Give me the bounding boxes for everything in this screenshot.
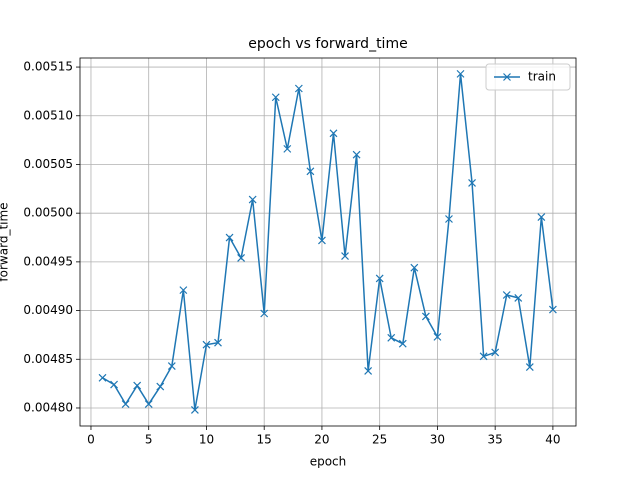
marker	[548, 305, 557, 314]
marker	[306, 167, 315, 176]
marker	[248, 195, 257, 204]
marker	[341, 252, 349, 260]
marker	[525, 363, 534, 371]
marker	[375, 274, 384, 283]
y-tick-label: 0.00510	[23, 108, 73, 122]
x-tick-label: 35	[488, 433, 503, 447]
plot-frame	[79, 57, 577, 427]
x-tick-label: 30	[430, 433, 445, 447]
marker	[491, 348, 500, 357]
marker	[364, 367, 373, 375]
legend-marker	[503, 73, 511, 81]
marker	[479, 352, 488, 361]
marker	[514, 293, 523, 302]
x-tick-label: 0	[87, 433, 95, 447]
marker	[387, 333, 396, 342]
marker	[421, 312, 430, 321]
marker	[283, 144, 292, 153]
y-tick-label: 0.00515	[23, 60, 73, 74]
y-tick-label: 0.00480	[23, 400, 73, 414]
y-tick-label: 0.00490	[23, 303, 73, 317]
marker	[456, 69, 465, 78]
marker	[271, 93, 280, 102]
marker	[133, 381, 142, 390]
x-tick-label: 40	[545, 433, 560, 447]
y-tick-label: 0.00505	[23, 157, 73, 171]
x-tick-label: 5	[145, 433, 153, 447]
marker	[214, 338, 222, 347]
marker	[98, 373, 107, 382]
legend-label: train	[528, 70, 556, 84]
line	[102, 73, 554, 411]
marker	[329, 129, 338, 138]
marker	[468, 179, 476, 187]
marker	[318, 236, 326, 245]
marker	[352, 150, 361, 159]
marker	[433, 332, 442, 341]
marker	[410, 263, 419, 272]
x-axis-label: epoch	[310, 455, 347, 469]
marker	[225, 233, 234, 242]
x-tick-label: 20	[314, 433, 329, 447]
marker	[260, 309, 269, 318]
marker	[167, 362, 176, 371]
marker	[237, 254, 246, 262]
marker	[144, 400, 153, 409]
y-tick-label: 0.00495	[23, 254, 73, 268]
marker	[110, 380, 118, 389]
y-tick-label: 0.00500	[23, 206, 73, 220]
chart-title: epoch vs forward_time	[248, 36, 407, 52]
marker	[121, 400, 130, 409]
marker	[190, 406, 199, 414]
y-axis-label: forward_time	[0, 202, 11, 281]
marker	[398, 339, 407, 348]
marker	[294, 84, 303, 93]
y-tick-label: 0.00485	[23, 352, 73, 366]
marker	[502, 291, 511, 299]
marker	[156, 382, 165, 391]
x-tick-label: 25	[372, 433, 387, 447]
legend-box	[485, 63, 571, 91]
x-tick-label: 15	[257, 433, 272, 447]
marker	[179, 286, 188, 295]
marker	[445, 215, 453, 223]
marker	[537, 213, 546, 221]
x-tick-label: 10	[199, 433, 214, 447]
marker	[202, 340, 211, 349]
